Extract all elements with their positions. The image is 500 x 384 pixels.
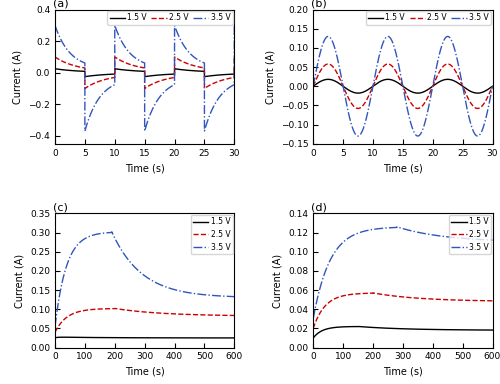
Legend: 1.5 V, 2.5 V, 3.5 V: 1.5 V, 2.5 V, 3.5 V bbox=[449, 215, 491, 254]
Legend: 1.5 V, 2.5 V, 3.5 V: 1.5 V, 2.5 V, 3.5 V bbox=[108, 11, 233, 25]
Y-axis label: Current (A): Current (A) bbox=[13, 50, 23, 104]
X-axis label: Time (s): Time (s) bbox=[383, 163, 422, 173]
Legend: 1.5 V, 2.5 V, 3.5 V: 1.5 V, 2.5 V, 3.5 V bbox=[191, 215, 233, 254]
Y-axis label: Current (A): Current (A) bbox=[272, 253, 282, 308]
Y-axis label: Current (A): Current (A) bbox=[14, 253, 24, 308]
Text: (d): (d) bbox=[312, 202, 328, 212]
Text: (c): (c) bbox=[53, 202, 68, 212]
X-axis label: Time (s): Time (s) bbox=[383, 367, 422, 377]
X-axis label: Time (s): Time (s) bbox=[125, 367, 164, 377]
Text: (b): (b) bbox=[312, 0, 327, 8]
Text: (a): (a) bbox=[53, 0, 69, 8]
Legend: 1.5 V, 2.5 V, 3.5 V: 1.5 V, 2.5 V, 3.5 V bbox=[366, 11, 491, 25]
X-axis label: Time (s): Time (s) bbox=[125, 163, 164, 173]
Y-axis label: Current (A): Current (A) bbox=[265, 50, 275, 104]
